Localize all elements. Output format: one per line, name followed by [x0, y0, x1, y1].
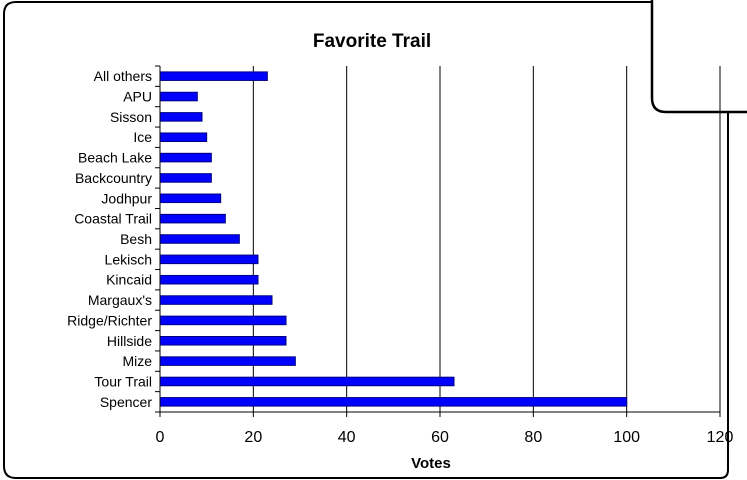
- x-tick-labels: 0 20 40 60 80 100 120: [156, 429, 734, 446]
- axes: [155, 65, 721, 417]
- y-tick-label: Hillside: [107, 333, 152, 349]
- bars: [159, 71, 628, 407]
- y-tick-label: Ice: [133, 129, 152, 145]
- bar: [159, 112, 203, 122]
- bar: [159, 213, 226, 224]
- bar: [159, 193, 222, 204]
- x-tick-label: 60: [431, 429, 449, 446]
- overlay-box-border: [650, 0, 747, 114]
- bar: [159, 91, 198, 102]
- bar: [159, 335, 287, 346]
- bar: [159, 274, 259, 285]
- y-tick-label: Sisson: [110, 109, 152, 125]
- x-axis-label: Votes: [411, 455, 451, 472]
- x-tick-label: 40: [338, 429, 356, 446]
- x-tick-label: 120: [707, 429, 734, 446]
- gridlines: [252, 66, 721, 412]
- x-tick-label: 100: [613, 429, 640, 446]
- y-tick-label: Ridge/Richter: [67, 312, 152, 328]
- bar: [159, 254, 259, 265]
- y-tick-label: APU: [123, 89, 152, 105]
- y-tick-label: Margaux's: [88, 292, 152, 308]
- y-tick-label: All others: [94, 68, 152, 84]
- bar: [159, 315, 287, 326]
- bar: [159, 234, 240, 244]
- bar: [159, 397, 628, 407]
- y-tick-label: Mize: [122, 353, 152, 369]
- y-tick-label: Coastal Trail: [74, 211, 152, 227]
- y-tick-label: Beach Lake: [78, 150, 152, 166]
- y-tick-labels: All others APU Sisson Ice Beach Lake Backcoun…: [67, 68, 152, 410]
- overlay-box: [652, 0, 747, 112]
- y-tick-label: Kincaid: [106, 272, 152, 288]
- y-tick-label: Tour Trail: [94, 373, 152, 389]
- y-tick-label: Lekisch: [105, 251, 152, 267]
- bar: [159, 356, 296, 366]
- y-tick-label: Jodhpur: [101, 190, 152, 206]
- bar: [159, 71, 268, 81]
- bar: [159, 376, 455, 387]
- chart-title: Favorite Trail: [313, 31, 431, 52]
- x-tick-label: 80: [524, 429, 542, 446]
- x-tick-label: 20: [244, 429, 262, 446]
- x-tick-label: 0: [156, 429, 165, 446]
- bar: [159, 173, 212, 183]
- bar: [159, 132, 208, 143]
- bar: [159, 295, 273, 305]
- y-tick-label: Backcountry: [75, 170, 152, 186]
- bar: [159, 152, 212, 163]
- y-tick-label: Besh: [120, 231, 152, 247]
- y-tick-label: Spencer: [100, 394, 152, 410]
